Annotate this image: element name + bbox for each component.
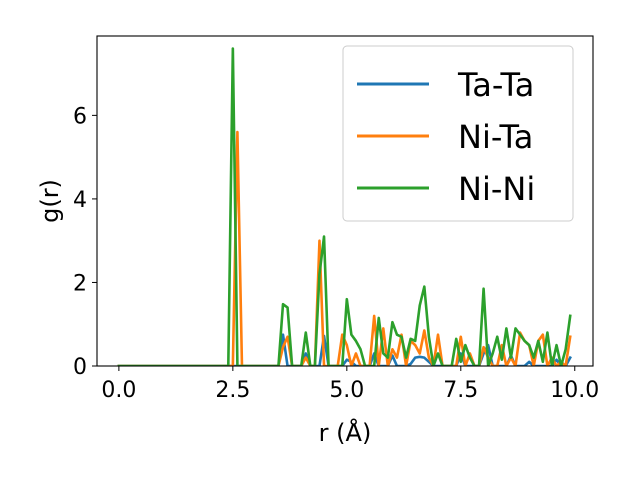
y-tick-label: 6	[73, 104, 87, 129]
axes-frame	[96, 35, 594, 367]
y-tick-label: 2	[73, 271, 87, 296]
x-tick-label: 10.0	[550, 378, 599, 403]
legend-label: Ni-Ni	[458, 170, 535, 208]
x-tick-label: 0.0	[101, 378, 136, 403]
legend-label: Ta-Ta	[457, 66, 534, 104]
legend: Ta-Ta Ni-Ta Ni-Ni	[342, 45, 574, 222]
legend-label: Ni-Ta	[458, 118, 533, 156]
series-line-ni-ni	[117, 47, 572, 366]
x-tick-label: 2.5	[215, 378, 250, 403]
plot-area	[117, 47, 572, 366]
x-tick-label: 7.5	[443, 378, 478, 403]
y-tick-label: 0	[73, 355, 87, 380]
y-tick-label: 4	[73, 188, 87, 213]
x-tick-label: 5.0	[329, 378, 364, 403]
axis-ticks: 0.0 2.5 5.0 7.5 10.0 0 2 4 6	[73, 104, 599, 403]
x-axis-label: r (Å)	[319, 418, 372, 447]
series-line-ta-ta	[117, 333, 572, 366]
legend-box	[342, 45, 574, 222]
y-axis-label: g(r)	[36, 179, 64, 223]
